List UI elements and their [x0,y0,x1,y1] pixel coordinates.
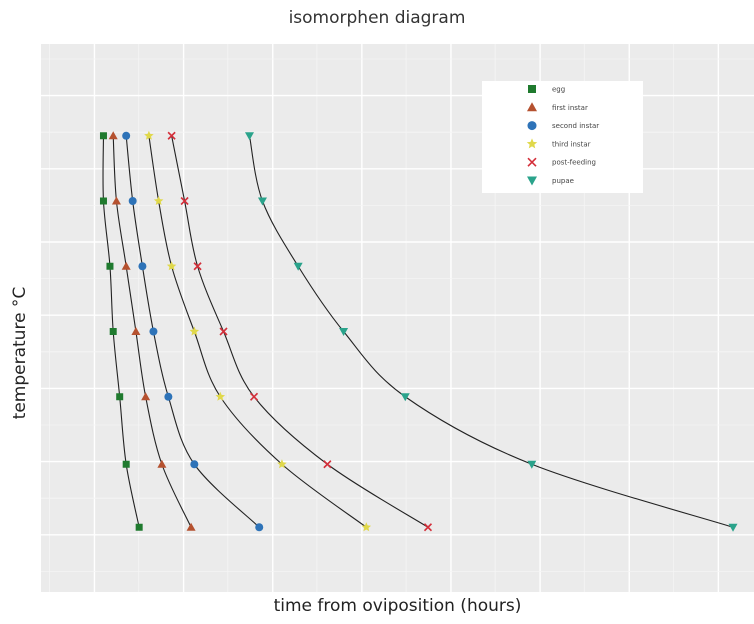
legend-label-third-instar: third instar [552,140,591,148]
point-third-instar [153,196,164,206]
point-third-instar [215,391,226,401]
legend-key-pupae [527,176,537,186]
series-points [99,130,738,532]
x-stroke [180,196,189,206]
point-egg [135,523,143,531]
point-first-instar [157,459,167,468]
point-second-instar [122,131,131,140]
x-stroke [527,157,537,167]
point-first-instar [141,392,151,401]
grid-lines [41,44,754,592]
plot-background [41,44,754,592]
legend-label-egg: egg [552,86,565,94]
legend-label-first-instar: first instar [552,104,588,112]
point-egg [116,393,124,401]
point-post-feeding [323,460,332,469]
legend-key-post-feeding [527,157,537,167]
point-pupae [293,262,303,271]
x-stroke [249,392,259,401]
legend-key-second-instar [527,121,537,131]
plot-panel [41,44,754,592]
legend-label-second-instar: second instar [552,122,599,130]
x-axis-label: time from oviposition (hours) [273,596,522,616]
point-post-feeding [167,131,176,140]
point-pupae [244,132,254,141]
point-second-instar [128,197,137,205]
point-first-instar [111,196,121,205]
point-first-instar [186,522,196,531]
point-post-feeding [423,523,433,532]
series-line-pupae [248,135,734,528]
chart-title: isomorphen diagram [288,8,466,28]
point-pupae [257,197,267,206]
point-third-instar [361,522,372,532]
legend-key-first-instar [527,102,537,112]
point-pupae [339,328,349,336]
point-second-instar [138,262,147,271]
point-first-instar [121,261,131,270]
point-egg [106,262,114,270]
point-pupae [400,393,410,402]
point-third-instar [277,459,287,469]
point-second-instar [255,523,264,532]
legend-box [482,81,643,193]
point-second-instar [149,327,158,336]
legend-label-post-feeding: post-feeding [552,159,596,167]
x-stroke [423,523,433,532]
legend-key-third-instar [526,138,538,149]
point-first-instar [131,327,141,335]
x-stroke [193,262,202,271]
legend-key-egg [528,85,536,93]
legend: egg first instar second instar third instar… [482,81,643,193]
point-third-instar [189,326,200,336]
x-stroke [167,131,176,140]
point-egg [122,460,130,468]
point-third-instar [166,261,177,271]
x-stroke [323,460,332,469]
point-pupae [527,460,537,469]
legend-label-pupae: pupae [552,177,574,185]
point-egg [109,328,117,335]
point-post-feeding [249,392,259,401]
x-stroke [219,327,228,336]
point-first-instar [108,131,118,140]
point-post-feeding [180,196,189,206]
point-third-instar [144,130,154,140]
point-egg [99,132,107,140]
point-egg [99,197,107,205]
y-axis-label: temperature °C [10,286,30,420]
point-post-feeding [219,327,228,336]
point-second-instar [190,460,199,469]
point-second-instar [164,392,173,401]
point-post-feeding [193,262,202,271]
point-pupae [728,523,738,532]
